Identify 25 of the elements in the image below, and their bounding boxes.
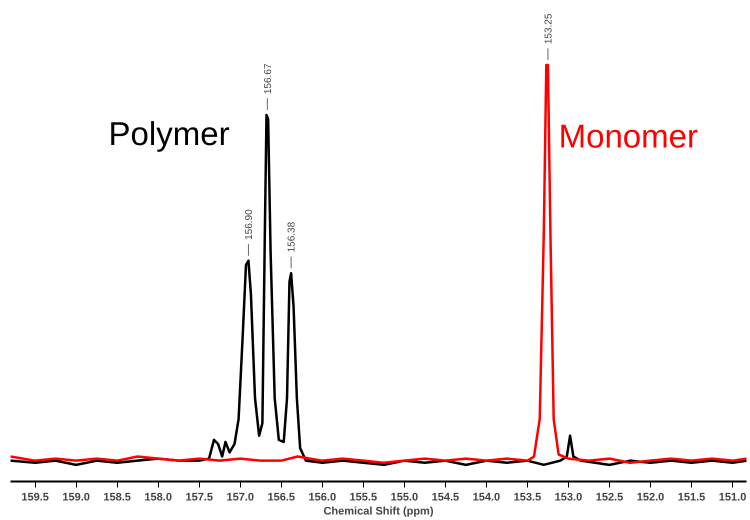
x-tick-label: 159.0 <box>62 492 90 504</box>
x-tick-label: 153.0 <box>554 492 582 504</box>
x-tick-label: 155.5 <box>350 492 378 504</box>
x-tick-label: 158.0 <box>144 492 172 504</box>
x-tick-label: 152.0 <box>636 492 664 504</box>
x-tick-label: 155.0 <box>390 492 418 504</box>
x-tick-label: 154.0 <box>472 492 500 504</box>
x-tick-label: 158.5 <box>103 492 131 504</box>
x-tick-label: 157.0 <box>226 492 254 504</box>
annotation: 156.38 <box>286 221 298 252</box>
x-tick-label: 153.5 <box>514 492 542 504</box>
x-tick-label: 152.5 <box>596 492 624 504</box>
annotation: 156.90 <box>244 208 255 240</box>
x-tick-label: 156.5 <box>268 492 296 504</box>
annotation: 156.67 <box>262 63 274 94</box>
x-tick-label: 151.0 <box>718 492 746 504</box>
x-tick-label: 159.5 <box>21 492 49 504</box>
x-axis-title: Chemical Shift (ppm) <box>323 506 434 518</box>
x-tick-label: 157.5 <box>185 492 213 504</box>
series-label: Polymer <box>108 114 230 152</box>
x-tick-label: 154.5 <box>432 492 460 504</box>
x-tick-label: 156.0 <box>308 492 336 504</box>
annotation: 153.25 <box>543 13 554 44</box>
series-label: Monomer <box>558 117 698 154</box>
x-tick-label: 151.5 <box>678 492 706 504</box>
